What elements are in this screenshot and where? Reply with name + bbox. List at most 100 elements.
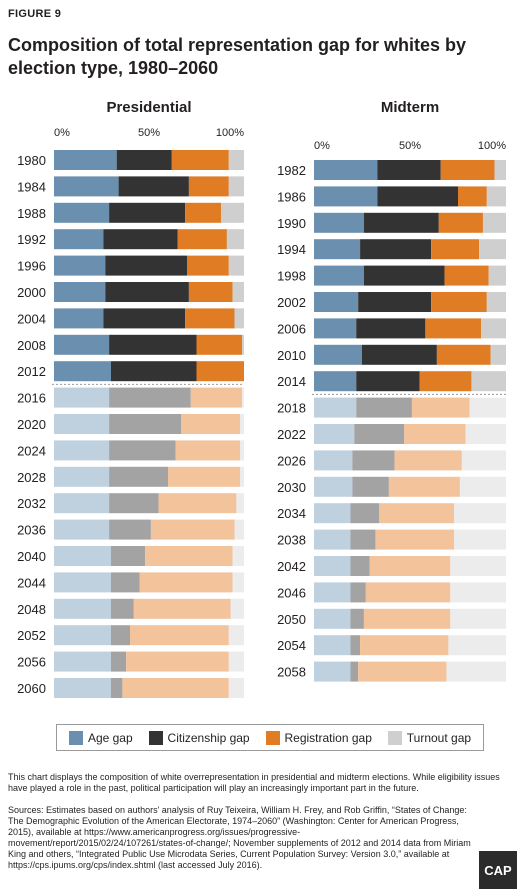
midterm-bar-2010-registration-gap [436,344,491,365]
presidential-bar-2044-age-gap [54,572,111,593]
midterm-row-label: 2006 [277,321,306,336]
legend-label-registration-gap: Registration gap [284,730,372,745]
midterm-bar-2042-age-gap [314,556,351,576]
presidential-bar-2052-turnout-gap [228,625,244,646]
midterm-bar-2058-citizenship-gap [350,661,359,682]
presidential-bar-2028-registration-gap [168,466,241,487]
presidential-bar-2008-turnout-gap [242,334,244,355]
presidential-tick-label: 50% [138,127,160,139]
midterm-bar-2006-citizenship-gap [356,318,426,339]
presidential-bar-2024-citizenship-gap [109,440,176,461]
legend-label-citizenship-gap: Citizenship gap [167,730,250,745]
midterm-bar-2026-turnout-gap [461,450,506,471]
presidential-bar-2036-citizenship-gap [109,519,151,540]
figure-label: FIGURE 9 [8,8,62,20]
midterm-bar-2042-citizenship-gap [350,556,370,576]
legend-swatch-age-gap [68,730,83,745]
midterm-bar-2038-turnout-gap [454,529,506,550]
chart-note: This chart displays the composition of w… [8,772,500,793]
midterm-bar-2038-age-gap [314,529,351,550]
presidential-bar-2036-registration-gap [150,519,235,540]
presidential-row-label: 1988 [17,206,46,221]
presidential-bar-2000-citizenship-gap [105,282,189,302]
cap-logo: CAP [479,851,517,889]
midterm-bar-2022-registration-gap [404,424,466,444]
midterm-bar-2030-turnout-gap [459,476,506,497]
midterm-bar-2018-registration-gap [411,397,470,418]
presidential-panel-title: Presidential [106,99,192,116]
presidential-bar-1980-age-gap [54,150,117,170]
midterm-bar-1990-age-gap [314,212,364,233]
midterm-bar-1998-registration-gap [444,265,489,286]
presidential-bar-2056-age-gap [54,651,111,672]
presidential-row-label: 2024 [17,443,46,458]
legend-swatch-registration-gap [265,730,280,745]
midterm-bar-2026-registration-gap [394,450,462,471]
midterm-bar-2022-age-gap [314,424,355,444]
presidential-bar-2000-age-gap [54,282,106,302]
midterm-bar-2006-turnout-gap [481,318,506,339]
presidential-bar-2020-turnout-gap [240,414,244,434]
presidential-bar-2008-citizenship-gap [109,334,197,355]
presidential-bar-1992-citizenship-gap [103,229,178,250]
midterm-bar-2034-turnout-gap [454,503,506,524]
midterm-bar-2002-age-gap [314,292,359,312]
midterm-bar-2046-turnout-gap [450,582,506,603]
presidential-bar-2032-age-gap [54,493,110,514]
presidential-bar-2028-age-gap [54,466,110,487]
presidential-bar-2048-registration-gap [133,598,231,619]
presidential-bar-1988-registration-gap [185,202,222,223]
presidential-bar-2024-registration-gap [175,440,241,461]
midterm-bar-2042-registration-gap [369,556,451,576]
presidential-row-label: 2000 [17,285,46,300]
midterm-bar-2034-age-gap [314,503,351,524]
chart-title: Composition of total representation gap … [8,35,467,78]
presidential-bar-2008-age-gap [54,334,110,355]
presidential-row-label: 2052 [17,628,46,643]
midterm-bar-2022-turnout-gap [465,424,506,444]
presidential-bar-2036-age-gap [54,519,110,540]
presidential-bar-1984-turnout-gap [228,176,244,197]
legend-swatch-turnout-gap [387,730,402,745]
presidential-bar-2060-citizenship-gap [111,678,123,698]
presidential-bar-2032-turnout-gap [236,493,244,514]
midterm-row-label: 2022 [277,427,306,442]
presidential-row-label: 2044 [17,575,46,590]
midterm-bar-1986-turnout-gap [486,186,506,207]
presidential-row-label: 2008 [17,338,46,353]
midterm-row-label: 2038 [277,533,306,548]
legend-item-registration-gap: Registration gap [265,730,372,745]
midterm-tick-label: 50% [399,140,421,152]
midterm-row-label: 1982 [277,163,306,178]
midterm-bar-2038-citizenship-gap [350,529,376,550]
presidential-bar-2044-turnout-gap [232,572,244,593]
presidential-bar-2004-age-gap [54,308,104,329]
presidential-bar-1980-citizenship-gap [116,150,172,170]
midterm-row-label: 2034 [277,506,306,521]
presidential-row-label: 2048 [17,602,46,617]
presidential-bar-2040-citizenship-gap [111,546,146,566]
presidential-bar-2048-age-gap [54,598,111,619]
presidential-bar-2012-citizenship-gap [111,361,197,382]
presidential-bar-1984-registration-gap [188,176,229,197]
midterm-bar-1986-age-gap [314,186,378,207]
presidential-row-label: 2040 [17,549,46,564]
midterm-bar-1982-turnout-gap [494,160,506,180]
presidential-bar-1988-citizenship-gap [109,202,186,223]
midterm-bar-2026-citizenship-gap [352,450,395,471]
midterm-bar-1994-turnout-gap [479,239,506,260]
midterm-bar-1982-citizenship-gap [377,160,441,180]
midterm-bar-2046-citizenship-gap [350,582,366,603]
midterm-bar-2010-age-gap [314,344,362,365]
legend-label-turnout-gap: Turnout gap [406,730,472,745]
presidential-bar-1996-citizenship-gap [105,255,187,276]
presidential-bar-2044-citizenship-gap [111,572,140,593]
midterm-row-label: 2010 [277,348,306,363]
presidential-bar-2052-registration-gap [130,625,229,646]
presidential-bar-2016-registration-gap [190,387,243,408]
presidential-bar-2036-turnout-gap [234,519,244,540]
presidential-bar-2032-registration-gap [158,493,237,514]
midterm-bar-2034-citizenship-gap [350,503,380,524]
presidential-bar-2048-turnout-gap [230,598,244,619]
presidential-bar-2040-age-gap [54,546,111,566]
